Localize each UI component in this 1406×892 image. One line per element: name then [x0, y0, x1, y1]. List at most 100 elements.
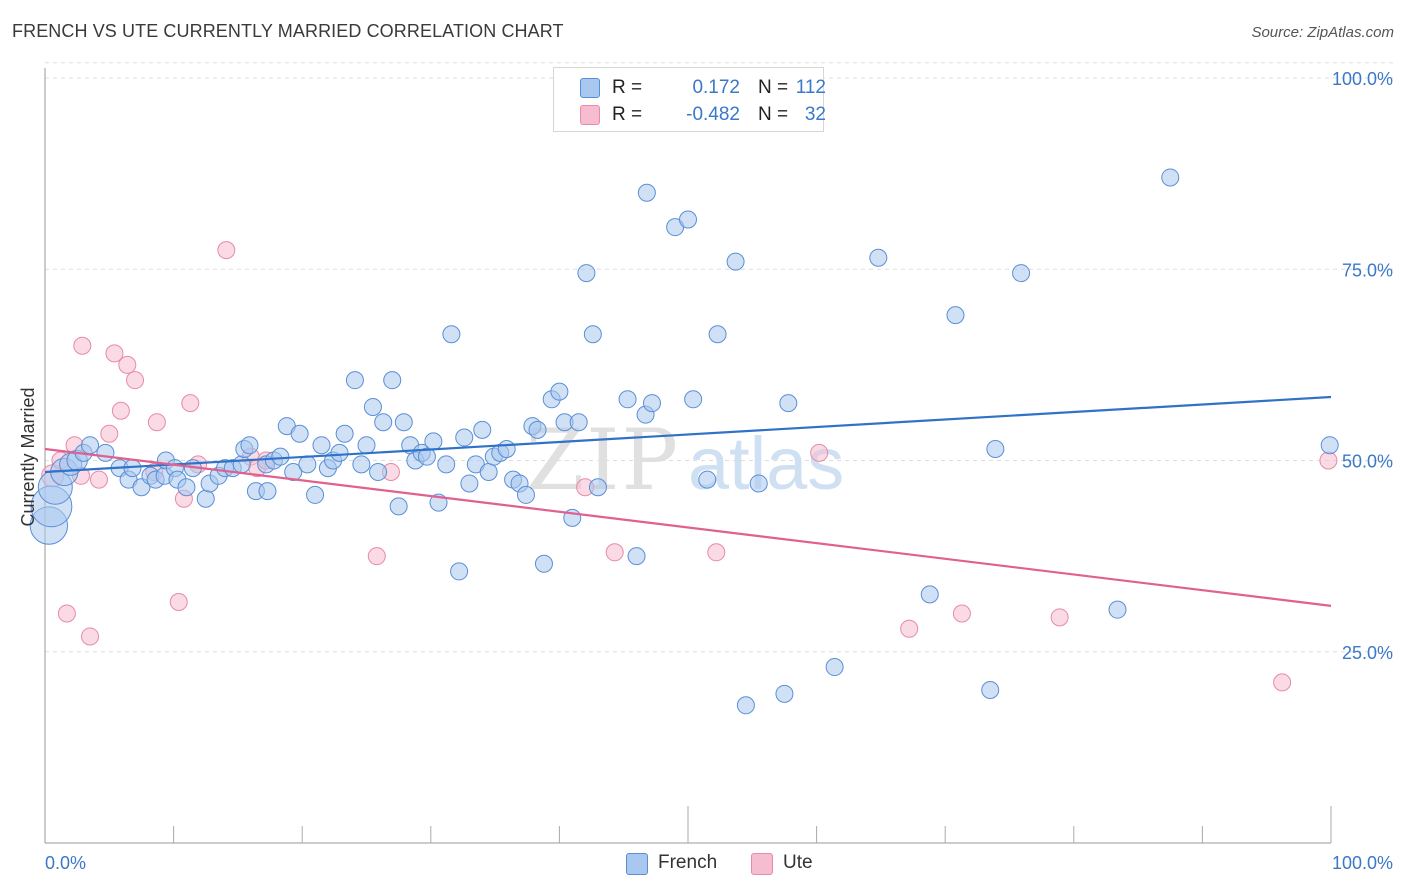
- french-point: [363, 397, 382, 416]
- trend-layer: [44, 395, 1332, 607]
- french-point: [389, 497, 408, 516]
- french-point: [450, 562, 469, 581]
- french-point: [196, 489, 215, 508]
- x-tick-label: 100.0%: [1332, 853, 1393, 873]
- french-point: [708, 325, 727, 344]
- french-point: [736, 696, 755, 715]
- ute-trend-line: [44, 447, 1332, 607]
- french-point: [749, 474, 768, 493]
- french-point: [779, 394, 798, 413]
- french-point: [417, 447, 436, 466]
- french-point: [550, 382, 569, 401]
- french-point: [679, 210, 697, 229]
- ute-point: [81, 627, 100, 646]
- french-point: [473, 420, 492, 439]
- y-tick-label: 25.0%: [1342, 643, 1393, 663]
- french-legend-label: French: [658, 852, 718, 873]
- french-point: [345, 371, 364, 390]
- french-point: [920, 585, 939, 604]
- legend-n-label: N =: [758, 104, 789, 125]
- ute-point: [1050, 608, 1069, 627]
- french-point: [240, 436, 259, 455]
- legend-r-value: 0.172: [692, 77, 740, 98]
- french-point: [698, 470, 717, 489]
- french-point: [684, 390, 703, 409]
- y-tick-label: 75.0%: [1342, 260, 1393, 280]
- french-point: [177, 478, 196, 497]
- french-point: [516, 485, 535, 504]
- grid-layer: [45, 62, 1394, 653]
- french-point: [627, 547, 646, 566]
- french-point: [81, 436, 100, 455]
- french-point: [869, 248, 888, 267]
- french-points: [29, 168, 1339, 715]
- ute-point: [169, 593, 188, 612]
- french-point: [442, 325, 461, 344]
- french-point: [981, 681, 1000, 699]
- french-point: [290, 424, 309, 443]
- ute-point: [1319, 451, 1338, 470]
- ute-point: [126, 371, 145, 390]
- watermark-atlas: atlas: [688, 422, 844, 505]
- french-point: [775, 684, 794, 703]
- french-point: [455, 428, 474, 447]
- french-point: [637, 183, 656, 202]
- french-point: [479, 462, 498, 481]
- french-point: [369, 462, 388, 481]
- ute-swatch: [580, 105, 600, 125]
- french-point: [1320, 436, 1339, 455]
- french-point: [335, 424, 354, 443]
- ute-swatch: [751, 853, 773, 875]
- french-point: [1161, 168, 1180, 187]
- french-point: [96, 443, 115, 462]
- ute-point: [90, 470, 109, 489]
- french-point: [986, 440, 1005, 459]
- legend-r-label: R =: [612, 77, 643, 98]
- ute-point: [810, 443, 829, 462]
- ute-point: [367, 547, 386, 566]
- ute-point: [100, 424, 119, 443]
- legend-n-value: 32: [804, 104, 826, 125]
- french-point: [312, 436, 331, 455]
- french-point: [642, 394, 661, 413]
- french-point: [298, 455, 317, 474]
- ute-point: [1273, 673, 1292, 692]
- ute-point: [57, 604, 76, 623]
- french-point: [306, 485, 325, 504]
- french-point: [271, 447, 290, 466]
- french-point: [946, 306, 965, 325]
- french-point: [258, 482, 277, 501]
- french-point: [352, 455, 371, 474]
- french-point: [437, 455, 456, 474]
- french-trend-line: [44, 395, 1332, 474]
- ute-point: [105, 344, 124, 363]
- french-swatch: [626, 853, 648, 875]
- ute-point: [111, 401, 130, 420]
- ute-point: [147, 413, 166, 432]
- y-axis-title: Currently Married: [18, 387, 38, 526]
- french-point: [374, 413, 393, 432]
- french-point: [726, 252, 745, 271]
- french-swatch: [580, 78, 600, 98]
- french-point: [534, 554, 553, 573]
- legend-n-label: N =: [758, 77, 789, 98]
- french-point: [460, 474, 479, 493]
- french-point: [577, 264, 596, 283]
- french-point: [588, 478, 607, 497]
- french-point: [618, 390, 637, 409]
- x-tick-label: 0.0%: [45, 853, 86, 873]
- french-point: [357, 436, 376, 455]
- ute-point: [73, 336, 92, 355]
- french-point: [528, 420, 547, 439]
- ute-point: [900, 619, 919, 638]
- ute-point: [952, 604, 971, 623]
- french-point: [825, 658, 844, 677]
- ute-points: [41, 241, 1338, 692]
- french-point: [583, 325, 602, 344]
- legend-n-value: 112: [795, 77, 826, 98]
- french-point: [330, 443, 349, 462]
- french-point: [232, 455, 251, 474]
- french-point: [1012, 264, 1031, 283]
- ute-point: [707, 543, 726, 562]
